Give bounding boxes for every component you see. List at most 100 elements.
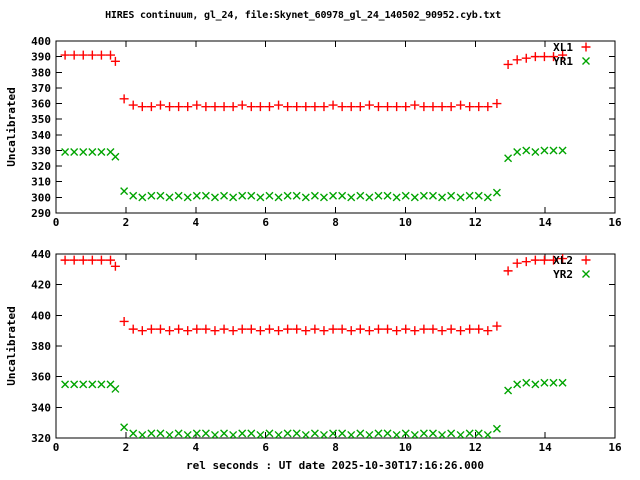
data-point-YR1 xyxy=(329,191,338,200)
data-point-YR1 xyxy=(513,148,522,157)
data-point-XL2 xyxy=(219,324,229,334)
data-point-YR2 xyxy=(265,429,274,438)
data-point-YR1 xyxy=(438,193,447,202)
data-point-XL1 xyxy=(428,102,438,112)
data-point-XL1 xyxy=(401,102,411,112)
data-point-YR1 xyxy=(428,191,437,200)
data-point-YR1 xyxy=(274,193,283,202)
data-point-YR1 xyxy=(356,191,365,200)
data-point-XL1 xyxy=(274,100,284,110)
data-point-YR2 xyxy=(61,380,70,389)
data-point-YR1 xyxy=(210,193,219,202)
data-point-YR2 xyxy=(201,429,210,438)
data-point-YR1 xyxy=(129,191,138,200)
data-point-XL2 xyxy=(337,324,347,334)
data-point-XL2 xyxy=(328,324,338,334)
data-point-YR2 xyxy=(129,429,138,438)
data-point-XL1 xyxy=(192,100,202,110)
data-point-YR1 xyxy=(247,191,256,200)
data-point-XL2 xyxy=(437,326,447,336)
data-point-YR1 xyxy=(310,191,319,200)
data-point-XL1 xyxy=(210,102,220,112)
data-point-YR2 xyxy=(319,430,328,439)
data-point-XL1 xyxy=(219,102,229,112)
data-point-XL1 xyxy=(465,102,475,112)
data-point-XL2 xyxy=(549,255,559,265)
data-point-YR2 xyxy=(229,430,238,439)
legend-label-XL1: XL1 xyxy=(553,41,573,54)
data-point-XL1 xyxy=(292,102,302,112)
y-tick-label: 380 xyxy=(31,66,51,79)
data-point-XL1 xyxy=(246,102,256,112)
data-point-XL1 xyxy=(503,59,513,69)
data-point-XL1 xyxy=(483,102,493,112)
data-point-YR2 xyxy=(120,423,129,432)
legend-label-YR1: YR1 xyxy=(553,55,573,68)
figure-title: HIRES continuum, gl_24, file:Skynet_6097… xyxy=(105,10,501,21)
legend-marker-XL1 xyxy=(581,42,591,52)
data-point-XL1 xyxy=(437,102,447,112)
data-point-XL2 xyxy=(558,254,568,264)
data-point-XL2 xyxy=(373,324,383,334)
x-tick-label: 2 xyxy=(123,441,130,454)
data-point-YR1 xyxy=(504,154,513,163)
data-point-YR2 xyxy=(220,429,229,438)
data-point-YR1 xyxy=(79,148,88,157)
data-point-YR2 xyxy=(549,378,558,387)
data-point-YR2 xyxy=(356,429,365,438)
data-point-XL2 xyxy=(137,326,147,336)
data-point-XL1 xyxy=(521,53,531,63)
data-point-YR2 xyxy=(292,429,301,438)
data-point-YR1 xyxy=(383,191,392,200)
y-tick-label: 440 xyxy=(31,248,51,261)
data-point-XL2 xyxy=(465,324,475,334)
data-point-XL2 xyxy=(283,324,293,334)
y-tick-label: 330 xyxy=(31,144,51,157)
y-tick-label: 370 xyxy=(31,82,51,95)
data-point-YR2 xyxy=(410,430,419,439)
data-point-XL1 xyxy=(146,102,156,112)
data-point-YR2 xyxy=(456,430,465,439)
data-point-XL1 xyxy=(392,102,402,112)
data-point-YR1 xyxy=(365,193,374,202)
data-point-XL2 xyxy=(310,324,320,334)
data-point-YR2 xyxy=(392,430,401,439)
data-point-XL1 xyxy=(69,50,79,60)
data-point-YR1 xyxy=(301,193,310,202)
data-point-YR2 xyxy=(183,430,192,439)
data-point-YR2 xyxy=(165,430,174,439)
x-tick-label: 0 xyxy=(53,216,60,229)
data-point-XL2 xyxy=(69,255,79,265)
data-point-YR1 xyxy=(147,191,156,200)
data-point-XL2 xyxy=(392,326,402,336)
data-point-YR1 xyxy=(531,148,540,157)
data-point-XL1 xyxy=(87,50,97,60)
data-point-YR2 xyxy=(374,429,383,438)
data-point-YR1 xyxy=(201,191,210,200)
data-point-XL1 xyxy=(110,56,120,66)
data-point-XL2 xyxy=(539,255,549,265)
data-point-XL2 xyxy=(264,324,274,334)
x-tick-label: 2 xyxy=(123,216,130,229)
data-point-YR2 xyxy=(88,380,97,389)
data-point-YR2 xyxy=(474,429,483,438)
data-point-XL1 xyxy=(383,102,393,112)
legend-marker-XL2 xyxy=(581,255,591,265)
data-point-XL2 xyxy=(319,326,329,336)
data-point-YR1 xyxy=(347,193,356,202)
data-point-YR2 xyxy=(310,429,319,438)
data-point-YR2 xyxy=(156,429,165,438)
data-point-YR2 xyxy=(383,429,392,438)
data-point-YR1 xyxy=(474,191,483,200)
y-tick-label: 360 xyxy=(31,371,51,384)
data-point-YR1 xyxy=(483,193,492,202)
data-point-XL2 xyxy=(355,324,365,334)
data-point-XL1 xyxy=(96,50,106,60)
data-point-XL1 xyxy=(373,102,383,112)
data-point-YR2 xyxy=(419,429,428,438)
data-point-XL2 xyxy=(110,261,120,271)
data-point-YR2 xyxy=(210,430,219,439)
data-point-XL1 xyxy=(78,50,88,60)
data-point-YR2 xyxy=(70,380,79,389)
